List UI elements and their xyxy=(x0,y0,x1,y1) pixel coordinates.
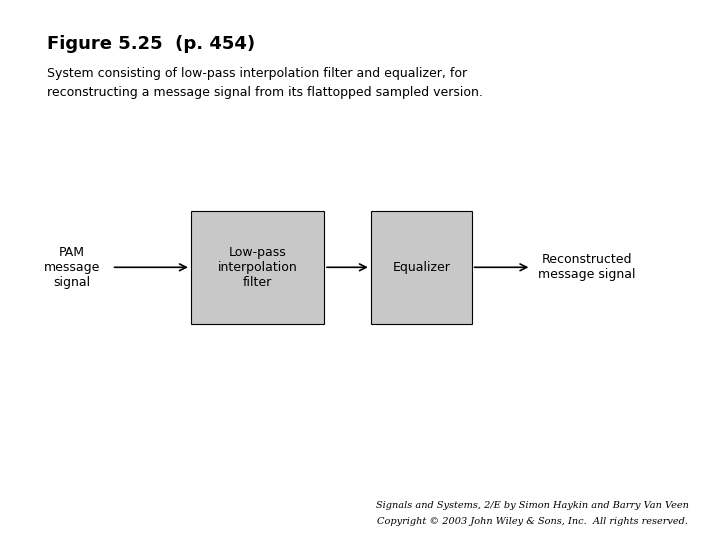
Text: Equalizer: Equalizer xyxy=(392,261,450,274)
Text: Reconstructed
message signal: Reconstructed message signal xyxy=(538,253,636,281)
FancyBboxPatch shape xyxy=(191,211,324,324)
Text: Copyright © 2003 John Wiley & Sons, Inc.  All rights reserved.: Copyright © 2003 John Wiley & Sons, Inc.… xyxy=(377,517,688,526)
Text: reconstructing a message signal from its flattopped sampled version.: reconstructing a message signal from its… xyxy=(47,86,482,99)
Text: Low-pass
interpolation
filter: Low-pass interpolation filter xyxy=(217,246,297,289)
Text: System consisting of low-pass interpolation filter and equalizer, for: System consisting of low-pass interpolat… xyxy=(47,68,467,80)
FancyBboxPatch shape xyxy=(371,211,472,324)
Text: Signals and Systems, 2/E by Simon Haykin and Barry Van Veen: Signals and Systems, 2/E by Simon Haykin… xyxy=(377,501,689,510)
Text: Figure 5.25  (p. 454): Figure 5.25 (p. 454) xyxy=(47,35,255,53)
Text: PAM
message
signal: PAM message signal xyxy=(44,246,100,289)
